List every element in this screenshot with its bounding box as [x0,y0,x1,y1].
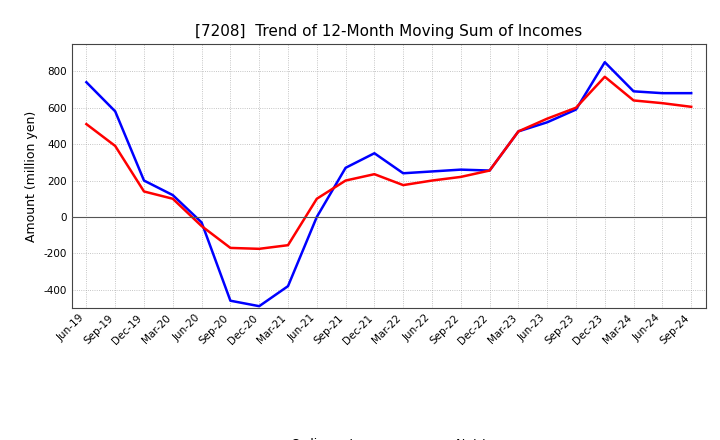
Net Income [600,74,609,79]
Net Income [370,172,379,177]
Title: [7208]  Trend of 12-Month Moving Sum of Incomes: [7208] Trend of 12-Month Moving Sum of I… [195,24,582,39]
Net Income [111,143,120,149]
Net Income [197,224,206,229]
Net Income [658,100,667,106]
Ordinary Income [600,59,609,65]
Ordinary Income [140,178,148,183]
Ordinary Income [370,150,379,156]
Net Income [399,183,408,188]
Ordinary Income [82,80,91,85]
Net Income [168,196,177,202]
Ordinary Income [111,109,120,114]
Ordinary Income [658,91,667,96]
Ordinary Income [341,165,350,170]
Line: Net Income: Net Income [86,77,691,249]
Ordinary Income [255,304,264,309]
Ordinary Income [197,220,206,225]
Ordinary Income [629,89,638,94]
Ordinary Income [456,167,465,172]
Net Income [543,116,552,121]
Ordinary Income [485,168,494,173]
Net Income [82,121,91,127]
Net Income [226,245,235,250]
Line: Ordinary Income: Ordinary Income [86,62,691,306]
Net Income [312,196,321,202]
Legend: Ordinary Income, Net Income: Ordinary Income, Net Income [245,433,533,440]
Ordinary Income [226,298,235,303]
Net Income [514,129,523,134]
Ordinary Income [687,91,696,96]
Ordinary Income [543,120,552,125]
Ordinary Income [572,107,580,112]
Net Income [284,242,292,248]
Net Income [428,178,436,183]
Ordinary Income [312,214,321,220]
Ordinary Income [514,129,523,134]
Net Income [687,104,696,110]
Net Income [341,178,350,183]
Net Income [485,168,494,173]
Y-axis label: Amount (million yen): Amount (million yen) [25,110,38,242]
Ordinary Income [284,283,292,289]
Net Income [456,174,465,180]
Ordinary Income [399,171,408,176]
Ordinary Income [428,169,436,174]
Net Income [140,189,148,194]
Net Income [629,98,638,103]
Ordinary Income [168,192,177,198]
Net Income [255,246,264,252]
Net Income [572,105,580,110]
